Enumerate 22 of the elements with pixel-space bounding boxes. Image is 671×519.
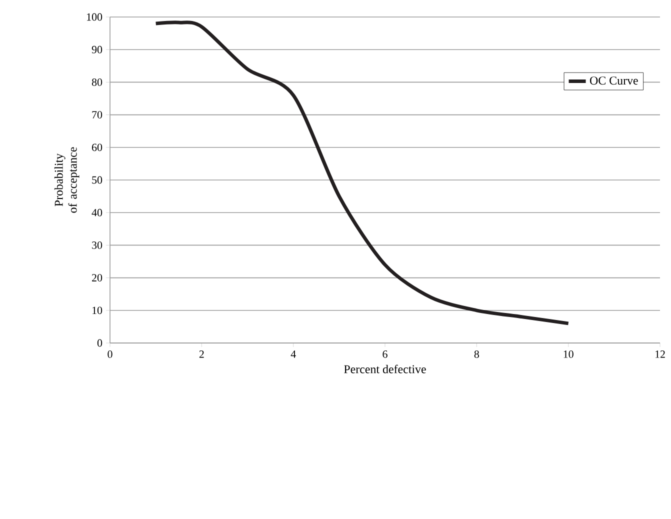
y-tick-label: 30 — [92, 242, 102, 249]
y-tick-label: 10 — [92, 306, 102, 314]
y-tick-label: 20 — [92, 274, 102, 282]
y-tick-label: 40 — [92, 208, 102, 216]
legend-label: OC Curve — [590, 76, 638, 85]
y-tick-label: 0 — [97, 339, 102, 347]
y-tick-label: 50 — [92, 176, 102, 184]
y-tick-label: 60 — [92, 144, 102, 152]
x-tick-label: 0 — [108, 350, 112, 358]
x-tick-label: 2 — [199, 350, 204, 358]
y-axis-title: Probability of acceptance — [54, 147, 80, 213]
x-axis-title: Percent defective — [344, 364, 426, 374]
y-tick-label: 90 — [92, 46, 102, 54]
x-tick-label: 10 — [564, 350, 574, 358]
x-tick-label: 4 — [290, 350, 296, 358]
x-tick-label: 6 — [382, 350, 388, 358]
line-series — [154, 20, 570, 326]
y-tick-label: 70 — [92, 111, 102, 118]
x-tick-label: 12 — [655, 350, 665, 358]
y-tick-label: 100 — [87, 13, 102, 21]
x-tick-label: 8 — [474, 350, 479, 358]
y-tick-label: 80 — [92, 78, 102, 86]
